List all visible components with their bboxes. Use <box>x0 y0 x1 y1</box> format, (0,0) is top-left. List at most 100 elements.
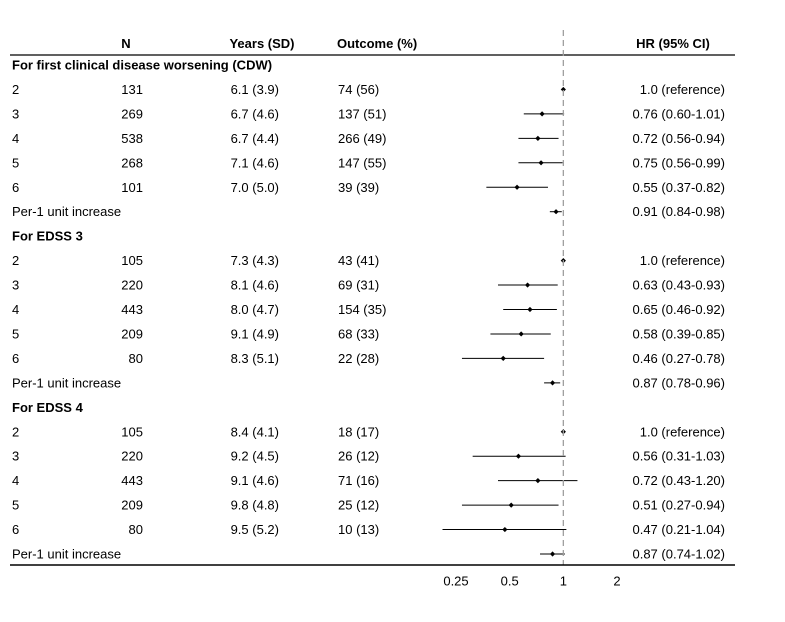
row-outcome-value: 25 (12) <box>338 498 379 513</box>
hr-point <box>514 184 520 190</box>
row-outcome-value: 266 (49) <box>338 131 386 146</box>
row-years-value: 7.3 (4.3) <box>231 253 279 268</box>
row-years-value: 6.7 (4.4) <box>231 131 279 146</box>
row-hr-text: 0.72 (0.43-1.20) <box>632 473 725 488</box>
row-years-value: 6.7 (4.6) <box>231 106 279 121</box>
row-label: 4 <box>12 302 19 317</box>
row-hr-text: 0.56 (0.31-1.03) <box>632 449 725 464</box>
row-label: 3 <box>12 106 19 121</box>
row-hr-text: 0.75 (0.56-0.99) <box>632 155 725 170</box>
hr-point <box>508 502 514 508</box>
row-outcome-value: 154 (35) <box>338 302 386 317</box>
hr-point <box>539 111 545 117</box>
row-hr-text: 0.65 (0.46-0.92) <box>632 302 725 317</box>
row-n-value: 269 <box>121 106 143 121</box>
row-label: 2 <box>12 82 19 97</box>
row-n-value: 209 <box>121 498 143 513</box>
hr-point <box>553 209 559 215</box>
column-header-outcome: Outcome (%) <box>337 36 417 51</box>
row-years-value: 7.1 (4.6) <box>231 155 279 170</box>
row-n-value: 268 <box>121 155 143 170</box>
x-tick-label: 2 <box>613 574 620 589</box>
table-rows-group: For first clinical disease worsening (CD… <box>12 58 725 562</box>
row-years-value: 9.1 (4.6) <box>231 473 279 488</box>
hr-point <box>518 331 524 337</box>
row-label: 4 <box>12 131 19 146</box>
hr-point <box>549 551 556 557</box>
row-outcome-value: 137 (51) <box>338 106 386 121</box>
row-label: 5 <box>12 498 19 513</box>
row-label: 6 <box>12 351 19 366</box>
row-n-value: 105 <box>121 253 143 268</box>
hr-point <box>538 160 544 166</box>
row-label: 3 <box>12 278 19 293</box>
row-hr-text: 0.58 (0.39-0.85) <box>632 326 725 341</box>
column-header-group: N Years (SD) Outcome (%) HR (95% CI) <box>10 36 735 56</box>
row-hr-text: 0.47 (0.21-1.04) <box>632 522 725 537</box>
section-title: For EDSS 3 <box>12 229 83 244</box>
row-label: Per-1 unit increase <box>12 547 121 562</box>
row-hr-text: 1.0 (reference) <box>640 82 725 97</box>
row-n-value: 443 <box>121 473 143 488</box>
row-outcome-value: 22 (28) <box>338 351 379 366</box>
row-label: 5 <box>12 155 19 170</box>
row-hr-text: 1.0 (reference) <box>640 424 725 439</box>
hr-point <box>502 526 508 533</box>
row-n-value: 131 <box>121 82 143 97</box>
hr-point <box>524 282 531 288</box>
row-years-value: 9.5 (5.2) <box>231 522 279 537</box>
row-years-value: 9.2 (4.5) <box>231 449 279 464</box>
row-years-value: 8.1 (4.6) <box>231 278 279 293</box>
row-hr-text: 0.63 (0.43-0.93) <box>632 278 725 293</box>
row-hr-text: 0.51 (0.27-0.94) <box>632 498 725 513</box>
row-n-value: 80 <box>129 522 143 537</box>
column-header-years: Years (SD) <box>229 36 294 51</box>
row-years-value: 6.1 (3.9) <box>231 82 279 97</box>
column-header-hr: HR (95% CI) <box>636 36 710 51</box>
section-title: For EDSS 4 <box>12 400 84 415</box>
hr-point <box>535 478 541 484</box>
row-outcome-value: 39 (39) <box>338 180 379 195</box>
row-label: Per-1 unit increase <box>12 204 121 219</box>
row-outcome-value: 68 (33) <box>338 326 379 341</box>
row-hr-text: 0.72 (0.56-0.94) <box>632 131 725 146</box>
x-tick-label: 1 <box>560 574 567 589</box>
row-label: 6 <box>12 522 19 537</box>
row-hr-text: 0.91 (0.84-0.98) <box>632 204 725 219</box>
column-header-n: N <box>121 36 130 51</box>
row-n-value: 443 <box>121 302 143 317</box>
row-n-value: 101 <box>121 180 143 195</box>
hr-point <box>560 86 566 93</box>
row-n-value: 220 <box>121 449 143 464</box>
row-n-value: 538 <box>121 131 143 146</box>
row-label: 5 <box>12 326 19 341</box>
hr-point <box>515 453 522 459</box>
row-n-value: 220 <box>121 278 143 293</box>
row-hr-text: 0.87 (0.78-0.96) <box>632 375 725 390</box>
forest-marks-group <box>442 86 578 557</box>
row-label: 3 <box>12 449 19 464</box>
row-hr-text: 0.46 (0.27-0.78) <box>632 351 725 366</box>
row-n-value: 209 <box>121 326 143 341</box>
row-hr-text: 0.87 (0.74-1.02) <box>632 547 725 562</box>
section-title: For first clinical disease worsening (CD… <box>12 58 272 73</box>
x-tick-label: 0.5 <box>501 574 519 589</box>
row-label: 2 <box>12 253 19 268</box>
row-label: 2 <box>12 424 19 439</box>
row-years-value: 8.4 (4.1) <box>231 424 279 439</box>
row-hr-text: 1.0 (reference) <box>640 253 725 268</box>
row-outcome-value: 74 (56) <box>338 82 379 97</box>
hr-point <box>500 355 506 361</box>
row-n-value: 80 <box>129 351 143 366</box>
row-outcome-value: 26 (12) <box>338 449 379 464</box>
row-years-value: 9.1 (4.9) <box>231 326 279 341</box>
hr-point <box>549 380 556 386</box>
x-tick-label: 0.25 <box>443 574 468 589</box>
row-years-value: 8.0 (4.7) <box>231 302 279 317</box>
hr-point <box>535 135 541 141</box>
row-years-value: 7.0 (5.0) <box>231 180 279 195</box>
row-outcome-value: 43 (41) <box>338 253 379 268</box>
row-label: Per-1 unit increase <box>12 375 121 390</box>
